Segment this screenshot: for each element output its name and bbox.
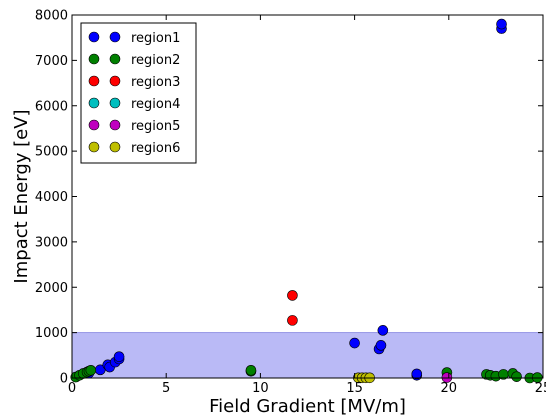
legend-marker xyxy=(88,97,100,109)
shaded-band xyxy=(71,332,544,379)
data-point-region2 xyxy=(511,371,522,382)
legend-marker xyxy=(88,119,100,131)
y-tick-label: 7000 xyxy=(35,54,68,69)
legend-marker xyxy=(109,97,121,109)
y-tick-label: 6000 xyxy=(35,99,68,114)
data-point-region1 xyxy=(496,18,507,30)
legend-label: region1 xyxy=(131,31,180,46)
legend-box xyxy=(80,22,197,164)
data-point-region1 xyxy=(377,325,389,336)
legend-marker xyxy=(109,119,121,131)
y-axis-label: Impact Energy [eV] xyxy=(11,109,32,283)
legend-label: region6 xyxy=(131,141,180,156)
x-tick-label: 20 xyxy=(441,381,458,396)
y-tick-label: 8000 xyxy=(35,9,68,24)
y-tick-label: 3000 xyxy=(35,235,68,250)
y-tick-label: 1000 xyxy=(35,326,68,341)
legend-marker xyxy=(88,53,100,65)
y-tick-label: 4000 xyxy=(35,190,68,205)
x-axis-label: Field Gradient [MV/m] xyxy=(209,396,406,417)
data-point-region2 xyxy=(245,364,257,376)
data-point-region1 xyxy=(349,337,360,349)
legend-label: region4 xyxy=(131,97,180,112)
legend-marker xyxy=(109,31,121,43)
x-tick-label: 15 xyxy=(346,381,363,396)
x-tick-label: 10 xyxy=(252,381,269,396)
legend-marker xyxy=(88,75,100,87)
legend-label: region2 xyxy=(131,53,180,68)
legend-marker xyxy=(109,141,121,153)
data-point-region3 xyxy=(287,315,298,326)
data-point-region2 xyxy=(85,364,97,376)
y-tick-label: 2000 xyxy=(35,281,68,296)
data-point-region1 xyxy=(411,368,423,380)
data-point-region1 xyxy=(113,351,125,362)
legend-marker xyxy=(88,31,100,43)
legend-label: region5 xyxy=(131,119,180,134)
y-tick-label: 0 xyxy=(60,372,68,387)
x-tick-label: 5 xyxy=(162,381,170,396)
legend-marker xyxy=(88,141,100,153)
data-point-region1 xyxy=(375,340,387,351)
data-point-region3 xyxy=(287,290,298,301)
x-tick-label: 25 xyxy=(535,381,546,396)
legend-label: region3 xyxy=(131,75,180,90)
x-tick-label: 0 xyxy=(68,381,76,396)
y-tick-label: 5000 xyxy=(35,145,68,160)
legend-marker xyxy=(109,75,121,87)
legend-marker xyxy=(109,53,121,65)
